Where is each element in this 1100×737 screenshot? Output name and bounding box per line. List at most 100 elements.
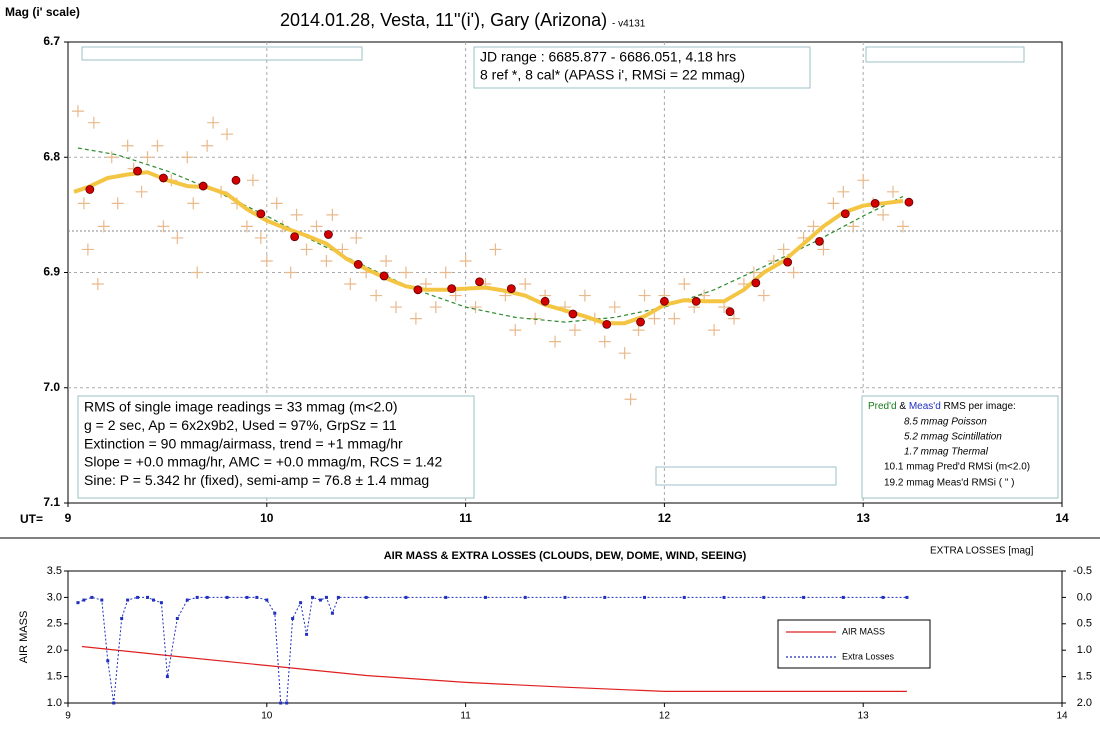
data-point	[668, 312, 681, 325]
data-point	[807, 220, 820, 233]
data-point	[404, 595, 408, 599]
data-point	[815, 236, 824, 246]
data-point	[643, 595, 647, 599]
data-point	[165, 675, 169, 679]
data-point	[135, 185, 148, 198]
data-point	[540, 296, 550, 306]
x-tick-label: 11	[459, 511, 472, 525]
data-point	[483, 595, 487, 599]
rms-heading-part: &	[897, 401, 909, 412]
data-point	[905, 595, 909, 599]
series-line	[81, 645, 907, 692]
data-point	[413, 285, 423, 295]
data-point	[300, 243, 313, 256]
data-point	[81, 243, 94, 256]
rms-predicted: 10.1 mmag Pred'd RMSi (m<2.0)	[884, 462, 1030, 473]
data-point	[602, 319, 612, 329]
data-point	[747, 266, 760, 279]
data-point	[841, 595, 845, 599]
data-point	[708, 324, 721, 337]
data-point	[205, 595, 209, 599]
rms-heading-part: Meas'd	[909, 401, 941, 412]
data-point	[171, 231, 184, 244]
data-point	[837, 185, 850, 198]
data-point	[751, 278, 761, 288]
data-point	[187, 197, 200, 210]
rms-box	[861, 395, 1059, 499]
data-point	[638, 289, 651, 302]
plot-frame	[67, 570, 1063, 704]
x-tick-label: 11	[460, 711, 471, 722]
data-point	[459, 254, 472, 267]
data-point	[725, 307, 735, 317]
y-tick-label: 7.0	[43, 380, 60, 394]
data-point	[279, 701, 283, 705]
data-point	[344, 278, 357, 291]
data-point	[105, 151, 118, 164]
data-point	[324, 230, 333, 239]
y2-tick-label: -0.5	[1073, 565, 1092, 577]
data-point	[270, 197, 283, 210]
y-tick-label: 6.9	[43, 265, 60, 279]
data-point	[240, 220, 253, 233]
y-tick-label: 6.7	[43, 34, 60, 48]
data-point	[881, 595, 885, 599]
data-point	[133, 166, 142, 176]
data-point	[870, 198, 880, 208]
data-point	[146, 595, 150, 599]
legend-label: Extra Losses	[842, 651, 895, 661]
data-point	[777, 243, 790, 256]
data-point	[568, 309, 578, 319]
data-point	[608, 301, 621, 314]
y2-tick-label: 2.0	[1077, 697, 1092, 709]
data-point	[157, 220, 170, 233]
stats-text: RMS of single image readings = 33 mmag (…	[84, 399, 398, 415]
data-point	[380, 254, 393, 267]
data-point	[77, 197, 90, 210]
y-tick-label: 1.0	[47, 697, 62, 709]
data-point	[273, 611, 277, 615]
series-line	[77, 596, 907, 704]
data-point	[299, 601, 303, 605]
data-point	[326, 208, 339, 221]
data-point	[111, 197, 124, 210]
data-point	[783, 257, 793, 267]
data-point	[762, 595, 766, 599]
data-point	[904, 197, 914, 207]
data-point	[563, 595, 567, 599]
y-tick-label: 3.0	[47, 591, 62, 603]
stats-text: Sine: P = 5.342 hr (fixed), semi-amp = 7…	[84, 472, 429, 488]
x-axis-label: UT=	[20, 512, 43, 526]
data-point	[691, 296, 701, 306]
data-point	[439, 266, 452, 279]
empty-box	[655, 466, 837, 486]
data-point	[757, 289, 770, 302]
rms-heading: Pred'd & Meas'd RMS per image:	[868, 401, 1016, 412]
data-point	[379, 271, 389, 281]
data-point	[260, 254, 273, 267]
data-point	[390, 301, 403, 314]
data-point	[85, 185, 95, 194]
data-point	[678, 278, 691, 291]
data-point	[409, 312, 422, 325]
empty-box	[81, 46, 363, 61]
stats-text: g = 2 sec, Ap = 6x2x9b2, Used = 97%, Grp…	[84, 417, 397, 433]
x-tick-label: 14	[1055, 511, 1069, 525]
data-point	[290, 208, 303, 221]
data-point	[121, 139, 134, 152]
data-point	[87, 116, 100, 129]
y-tick-label: 2.5	[47, 618, 62, 630]
y-tick-label: 6.8	[43, 149, 60, 163]
data-point	[136, 595, 140, 599]
data-point	[100, 598, 104, 602]
rms-heading-part: RMS per image:	[941, 401, 1016, 412]
data-point	[175, 617, 179, 621]
data-point	[877, 208, 890, 221]
data-point	[151, 139, 164, 152]
data-point	[632, 324, 645, 337]
data-point	[221, 128, 234, 141]
data-point	[506, 284, 516, 294]
data-point	[444, 595, 448, 599]
